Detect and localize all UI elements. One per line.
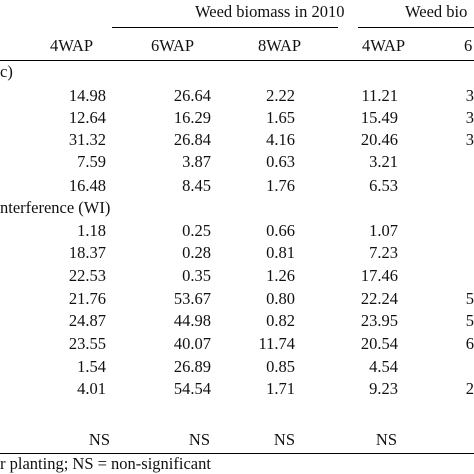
table-cell: 23.55 xyxy=(68,334,106,353)
table-bottom-rule xyxy=(0,453,474,454)
table-cell: 0.82 xyxy=(266,311,295,330)
section-label-first: c) xyxy=(0,62,13,81)
table-cell: 1.07 xyxy=(369,221,398,240)
table-cell: 11.74 xyxy=(258,334,295,353)
table-cell: 4.01 xyxy=(77,379,106,398)
table-cell: 6.53 xyxy=(369,176,398,195)
table-cell: 31.32 xyxy=(68,130,106,149)
table-cell: 0.81 xyxy=(266,243,295,262)
table-cell: 0.28 xyxy=(182,243,211,262)
table-cell: 1.18 xyxy=(77,221,106,240)
table-cell: 2.22 xyxy=(266,86,295,105)
table-cell: 7.59 xyxy=(77,152,106,171)
group-rule-2010 xyxy=(112,27,338,28)
table-cell: 6 xyxy=(465,334,474,353)
table-cell: 1.71 xyxy=(266,379,295,398)
table-footnote: r planting; NS = non-significant xyxy=(0,454,211,473)
table-cell: 4.54 xyxy=(369,357,398,376)
table-cell: 0.66 xyxy=(266,221,295,240)
header-bottom-rule xyxy=(0,60,474,61)
table-cell: 22.24 xyxy=(360,289,398,308)
table-cell: 1.65 xyxy=(266,108,295,127)
table-cell: 3 xyxy=(465,130,474,149)
group-rule-2011 xyxy=(358,27,474,28)
table-cell: 3.87 xyxy=(182,152,211,171)
table-cell: 0.63 xyxy=(266,152,295,171)
table-cell: 1.26 xyxy=(266,266,295,285)
table-cell: 26.64 xyxy=(173,86,211,105)
section-label-weed-interference: nterference (WI) xyxy=(0,198,111,217)
table-cell: 2 xyxy=(465,379,474,398)
table-cell: 5 xyxy=(465,311,474,330)
table-cell: 22.53 xyxy=(68,266,106,285)
table-cell: 1.54 xyxy=(77,357,106,376)
table-cell: 14.98 xyxy=(68,86,106,105)
table-cell: 21.76 xyxy=(68,289,106,308)
table-cell: 23.95 xyxy=(360,311,398,330)
significance-cell: NS xyxy=(273,430,295,449)
table-cell: 20.54 xyxy=(360,334,398,353)
col-header-6wap-2010: 6WAP xyxy=(151,36,195,55)
significance-cell: NS xyxy=(188,430,210,449)
col-header-4wap-2010: 4WAP xyxy=(50,36,94,55)
table-cell: 24.87 xyxy=(68,311,106,330)
table-cell: 12.64 xyxy=(68,108,106,127)
table-cell: 16.29 xyxy=(173,108,211,127)
table-cell: 5 xyxy=(465,289,474,308)
col-header-8wap-2010: 8WAP xyxy=(258,36,302,55)
header-weed-biomass-2010: Weed biomass in 2010 xyxy=(195,2,345,21)
significance-cell: NS xyxy=(375,430,397,449)
table-cell: 3 xyxy=(465,108,474,127)
table-cell: 4.16 xyxy=(266,130,295,149)
table-cell: 7.23 xyxy=(369,243,398,262)
table-cell: 40.07 xyxy=(173,334,211,353)
header-weed-biomass-2011: Weed bio xyxy=(405,2,468,21)
col-header-6wap-2011: 6 xyxy=(464,36,473,55)
table-cell: 16.48 xyxy=(68,176,106,195)
table-cell: 0.35 xyxy=(182,266,211,285)
table-cell: 26.89 xyxy=(173,357,211,376)
table-cell: 20.46 xyxy=(360,130,398,149)
table-cell: 53.67 xyxy=(173,289,211,308)
table-cell: 15.49 xyxy=(360,108,398,127)
significance-cell: NS xyxy=(88,430,110,449)
table-cell: 17.46 xyxy=(360,266,398,285)
table-cell: 1.76 xyxy=(266,176,295,195)
table-cell: 3.21 xyxy=(369,152,398,171)
table-cell: 9.23 xyxy=(369,379,398,398)
table-cell: 54.54 xyxy=(173,379,211,398)
table-cell: 3 xyxy=(465,86,474,105)
table-cell: 44.98 xyxy=(173,311,211,330)
table-cell: 26.84 xyxy=(173,130,211,149)
table-cell: 11.21 xyxy=(361,86,398,105)
col-header-4wap-2011: 4WAP xyxy=(362,36,406,55)
table-cell: 0.85 xyxy=(266,357,295,376)
table-cell: 8.45 xyxy=(182,176,211,195)
table-cell: 0.80 xyxy=(266,289,295,308)
table-cell: 18.37 xyxy=(68,243,106,262)
table-cell: 0.25 xyxy=(182,221,211,240)
